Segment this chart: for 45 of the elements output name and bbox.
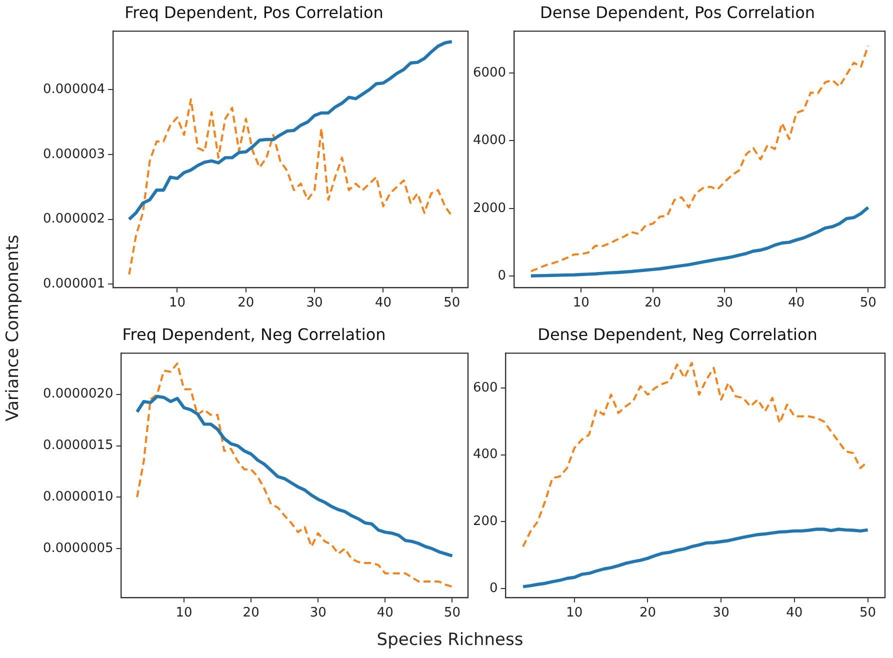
y-tick-label: 0 (490, 580, 498, 596)
x-tick-label: 30 (310, 606, 326, 621)
x-axis-title: Species Richness (376, 630, 524, 650)
x-tick-label: 10 (176, 606, 192, 621)
y-tick-label: 6000 (472, 65, 506, 80)
y-tick-label: 4000 (472, 133, 506, 148)
chart-title: Freq Dependent, Pos Correlation (124, 2, 384, 22)
x-tick-label: 50 (860, 296, 876, 311)
y-tick-label: 0.0000010 (42, 490, 114, 505)
chart-title: Freq Dependent, Neg Correlation (122, 324, 386, 344)
x-tick-label: 10 (572, 296, 590, 311)
y-tick-label: 0.0000015 (42, 438, 114, 454)
x-tick-label: 30 (306, 296, 323, 311)
y-tick-label: 0.000004 (43, 82, 106, 97)
x-tick-label: 10 (168, 296, 186, 311)
y-tick-label: 0.0000020 (42, 386, 114, 402)
x-tick-label: 20 (238, 296, 254, 311)
line-series (530, 44, 870, 272)
x-tick-label: 50 (859, 606, 876, 621)
x-tick-label: 30 (712, 606, 730, 621)
x-tick-label: 30 (716, 296, 733, 311)
x-tick-label: 10 (566, 606, 583, 621)
y-tick-label: 400 (472, 447, 498, 462)
y-tick-label: 2000 (472, 200, 506, 216)
y-tick-label: 0.000001 (43, 276, 106, 292)
y-tick-label: 600 (472, 380, 498, 396)
line-series (136, 362, 454, 588)
x-tick-label: 40 (788, 296, 805, 311)
y-tick-label: 0.000003 (43, 146, 106, 162)
y-axis-title: Variance Components (3, 234, 23, 424)
line-series (128, 98, 453, 276)
chart-title: Dense Dependent, Pos Correlation (540, 2, 815, 22)
x-tick-label: 20 (639, 606, 656, 621)
x-tick-label: 40 (376, 606, 394, 621)
x-tick-label: 50 (444, 296, 460, 311)
x-tick-label: 40 (374, 296, 392, 311)
y-tick-label: 0.0000005 (42, 541, 114, 556)
x-tick-label: 40 (786, 606, 803, 621)
x-tick-label: 50 (444, 606, 461, 621)
y-tick-label: 0.000002 (43, 212, 106, 227)
y-tick-label: 200 (472, 514, 498, 529)
x-tick-label: 20 (242, 606, 260, 621)
chart-title: Dense Dependent, Neg Correlation (538, 324, 818, 344)
x-tick-label: 20 (644, 296, 662, 311)
y-tick-label: 0 (498, 268, 506, 284)
